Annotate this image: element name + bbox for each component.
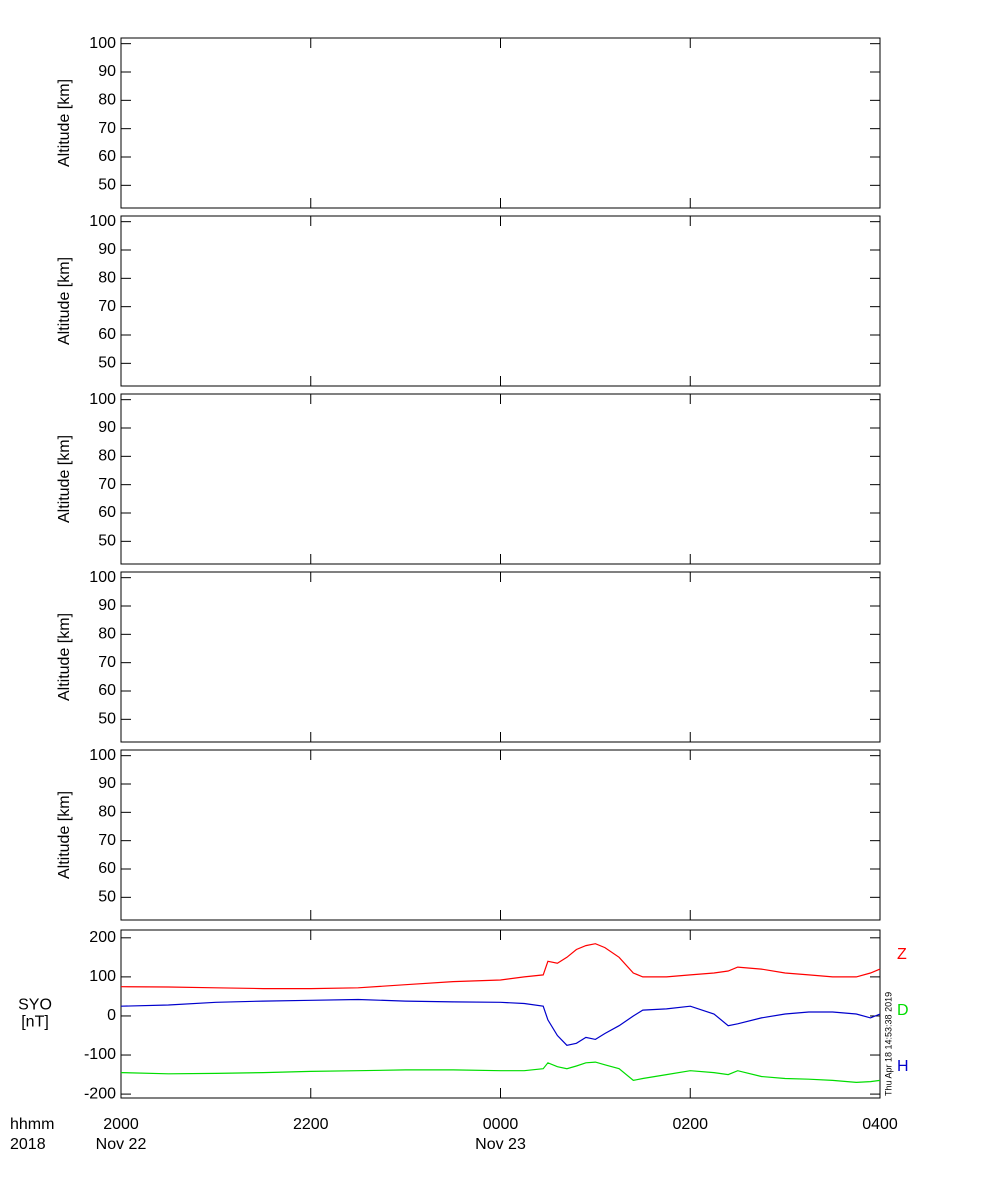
data-line bbox=[120, 943, 881, 990]
x-axis-label: hhmm bbox=[10, 1116, 54, 1133]
y-tick-label: 100 bbox=[89, 968, 116, 985]
x-tick-label: 0400 bbox=[862, 1116, 898, 1133]
y-axis-label: [nT] bbox=[21, 1014, 49, 1031]
y-tick-label: 60 bbox=[98, 682, 116, 699]
y-tick-label: 80 bbox=[98, 448, 116, 465]
y-tick-label: 100 bbox=[89, 213, 116, 230]
y-tick-label: 70 bbox=[98, 832, 116, 849]
y-tick-label: 90 bbox=[98, 63, 116, 80]
panel-frame bbox=[120, 37, 881, 209]
y-tick-label: 100 bbox=[89, 35, 116, 52]
x-tick-label: 0200 bbox=[672, 1116, 708, 1133]
y-tick-label: 80 bbox=[98, 626, 116, 643]
data-line bbox=[120, 998, 881, 1046]
y-tick-label: 80 bbox=[98, 804, 116, 821]
y-tick-label: 0 bbox=[107, 1007, 116, 1024]
y-axis-label: Altitude [km] bbox=[56, 257, 73, 345]
y-tick-label: 70 bbox=[98, 298, 116, 315]
legend-label: D bbox=[897, 1002, 909, 1019]
y-tick-label: 90 bbox=[98, 597, 116, 614]
panel-frame bbox=[120, 571, 881, 743]
x-tick-label: 2200 bbox=[293, 1116, 329, 1133]
y-tick-label: 50 bbox=[98, 533, 116, 550]
y-tick-label: 80 bbox=[98, 270, 116, 287]
data-line bbox=[120, 1061, 881, 1084]
panel-frame bbox=[120, 749, 881, 921]
y-tick-label: 50 bbox=[98, 355, 116, 372]
y-tick-label: -100 bbox=[84, 1046, 116, 1063]
y-tick-label: 60 bbox=[98, 148, 116, 165]
y-tick-label: 100 bbox=[89, 747, 116, 764]
x-axis-label: 2018 bbox=[10, 1136, 46, 1153]
y-tick-label: 90 bbox=[98, 775, 116, 792]
y-tick-label: 50 bbox=[98, 177, 116, 194]
legend-label: H bbox=[897, 1058, 909, 1075]
y-axis-label: Altitude [km] bbox=[56, 435, 73, 523]
y-axis-label: Altitude [km] bbox=[56, 79, 73, 167]
y-tick-label: 90 bbox=[98, 241, 116, 258]
date-label: Nov 23 bbox=[475, 1136, 526, 1153]
y-tick-label: 60 bbox=[98, 504, 116, 521]
y-tick-label: 100 bbox=[89, 569, 116, 586]
y-tick-label: 80 bbox=[98, 92, 116, 109]
y-tick-label: 50 bbox=[98, 711, 116, 728]
y-tick-label: 100 bbox=[89, 391, 116, 408]
y-tick-label: 60 bbox=[98, 326, 116, 343]
y-axis-label: Altitude [km] bbox=[56, 791, 73, 879]
y-tick-label: 70 bbox=[98, 476, 116, 493]
panel-frame bbox=[120, 393, 881, 565]
x-tick-label: 0000 bbox=[483, 1116, 519, 1133]
date-label: Nov 22 bbox=[96, 1136, 147, 1153]
y-tick-label: 90 bbox=[98, 419, 116, 436]
panel-frame bbox=[120, 215, 881, 387]
y-axis-label: Altitude [km] bbox=[56, 613, 73, 701]
y-axis-label: SYO bbox=[18, 997, 52, 1014]
y-tick-label: 50 bbox=[98, 889, 116, 906]
y-tick-label: -200 bbox=[84, 1085, 116, 1102]
timestamp: Thu Apr 18 14:53:38 2019 bbox=[883, 992, 893, 1096]
x-tick-label: 2000 bbox=[103, 1116, 139, 1133]
y-tick-label: 70 bbox=[98, 120, 116, 137]
y-tick-label: 70 bbox=[98, 654, 116, 671]
y-tick-label: 60 bbox=[98, 860, 116, 877]
legend-label: Z bbox=[897, 946, 907, 963]
y-tick-label: 200 bbox=[89, 929, 116, 946]
